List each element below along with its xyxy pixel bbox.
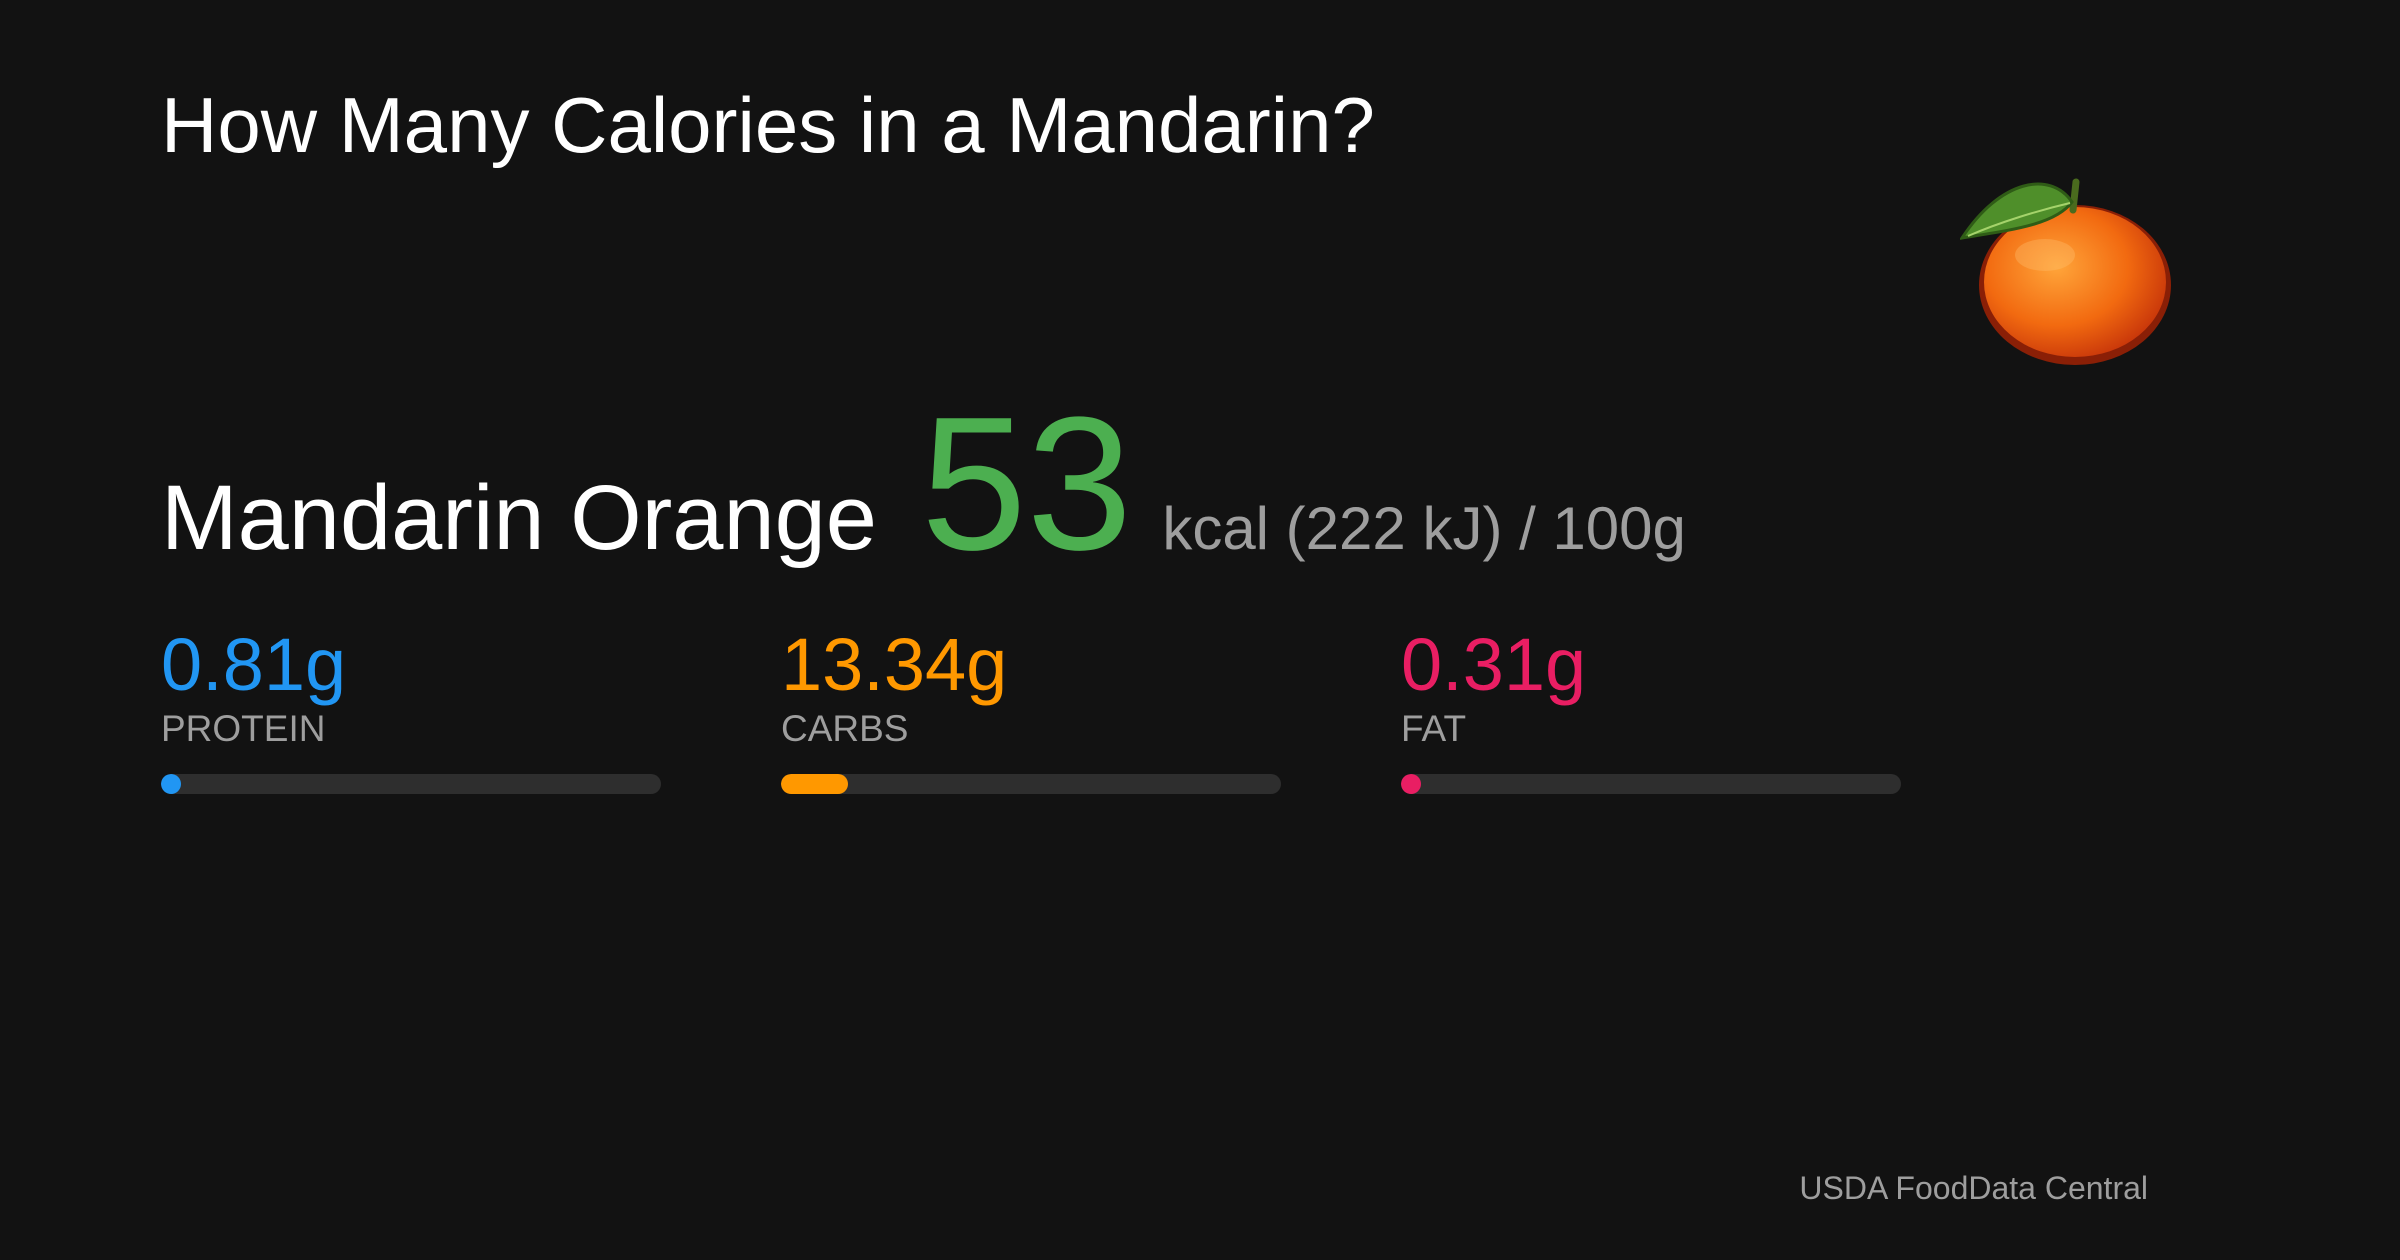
macro-value: 0.81g xyxy=(161,623,347,706)
macro-value: 0.31g xyxy=(1401,623,1587,706)
calorie-unit: kcal (222 kJ) / 100g xyxy=(1162,495,1686,562)
mandarin-icon xyxy=(1960,178,2171,365)
progress-track xyxy=(781,774,1281,794)
calories: 53 xyxy=(920,378,1133,590)
progress-track xyxy=(1401,774,1901,794)
progress-fill xyxy=(161,774,181,794)
calorie-row: Mandarin Orange 53 kcal (222 kJ) / 100g xyxy=(161,375,1686,593)
progress-track xyxy=(161,774,661,794)
source: USDA FoodData Central xyxy=(1799,1170,2148,1206)
progress-fill xyxy=(1401,774,1421,794)
macro-column: 0.31g FAT xyxy=(1401,628,1901,794)
macro-value: 13.34g xyxy=(781,623,1008,706)
progress-fill xyxy=(781,774,848,794)
macro-column: 0.81g PROTEIN xyxy=(161,628,661,794)
macro-name: CARBS xyxy=(781,708,909,749)
macro-name: PROTEIN xyxy=(161,708,326,749)
macro-column: 13.34g CARBS xyxy=(781,628,1281,794)
food-name: Mandarin Orange xyxy=(161,467,877,569)
macro-name: FAT xyxy=(1401,708,1467,749)
title: How Many Calories in a Mandarin? xyxy=(161,81,1375,169)
